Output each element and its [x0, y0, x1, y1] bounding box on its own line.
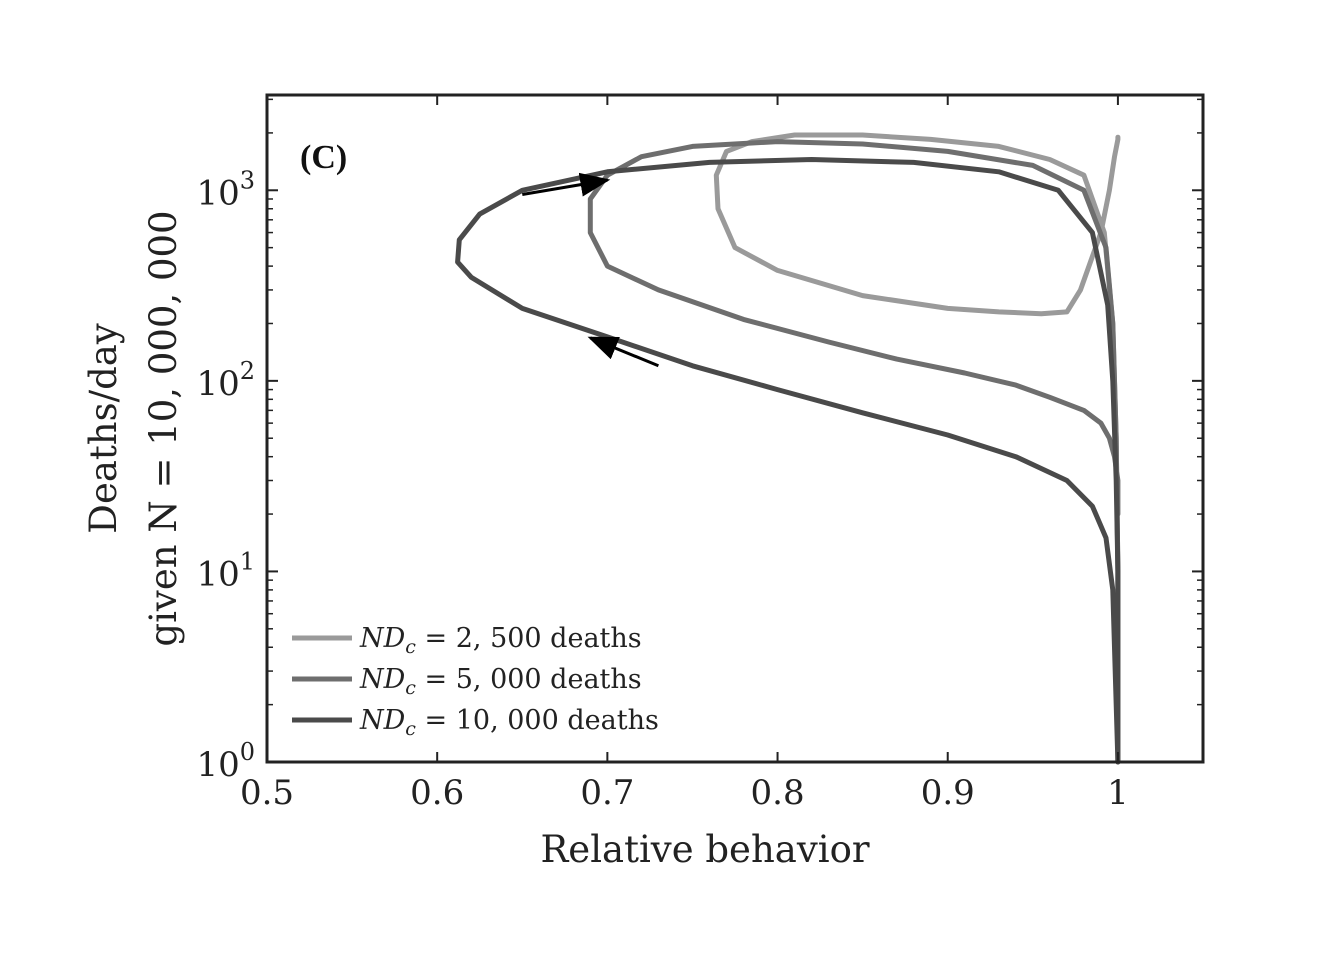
- x-tick-label: 1: [1107, 773, 1129, 813]
- legend-entry-2: NDc = 5, 000 deaths: [359, 664, 642, 699]
- y-tick-label: 103: [196, 166, 255, 213]
- y-tick-label: 101: [196, 547, 255, 594]
- x-tick-label: 0.6: [410, 773, 464, 813]
- x-tick-label: 0.8: [751, 773, 805, 813]
- legend-entry-3: NDc = 10, 000 deaths: [359, 705, 659, 740]
- x-tick-label: 0.7: [580, 773, 634, 813]
- x-tick-label: 0.9: [921, 773, 975, 813]
- direction-arrow-2: [587, 336, 659, 368]
- series-line-1: [713, 132, 1121, 765]
- panel-label: (C): [300, 139, 347, 176]
- y-tick-label: 102: [196, 357, 255, 404]
- x-tick-label: 0.5: [240, 773, 294, 813]
- x-axis-label: Relative behavior: [540, 828, 869, 871]
- series-layer: [455, 132, 1121, 765]
- series-line-3: [455, 157, 1121, 765]
- direction-arrow-1: [522, 172, 611, 197]
- arrow-layer: [522, 172, 659, 368]
- y-tick-label: 100: [196, 738, 255, 785]
- y-axis-label-line1: Deaths/day: [82, 323, 125, 534]
- y-axis-label-line2: given N = 10, 000, 000: [142, 210, 185, 646]
- legend-entry-1: NDc = 2, 500 deaths: [359, 623, 642, 658]
- series-line-2: [587, 139, 1121, 765]
- ticks-layer: 0.5 0.6 0.7 0.8 0.9 1 100 101 102 103: [196, 95, 1203, 813]
- plot-frame: [265, 93, 1205, 764]
- legend: NDc = 2, 500 deaths NDc = 5, 000 deaths ND…: [292, 623, 659, 740]
